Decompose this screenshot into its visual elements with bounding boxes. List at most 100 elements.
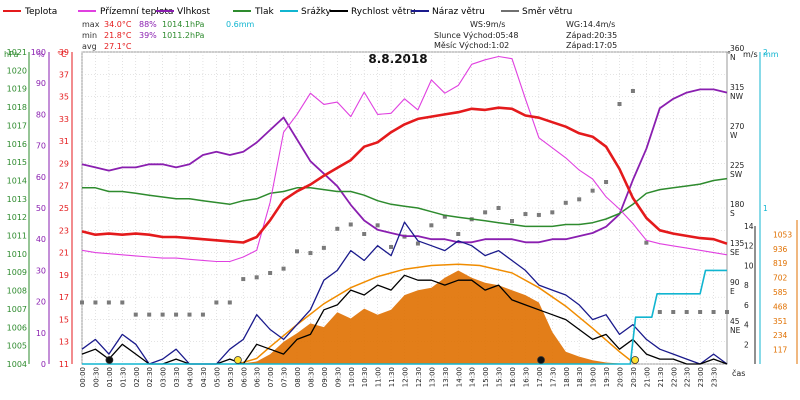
- pressure-tick-label: 1013: [7, 195, 27, 204]
- pressure-tick-label: 1005: [7, 342, 27, 351]
- series-solar-max-line: [237, 263, 636, 365]
- stats-min-temp: 21.8°C: [104, 31, 132, 40]
- stats-max-temp: 34.0°C: [104, 20, 132, 29]
- info-ws: WS:9m/s: [470, 20, 505, 29]
- solar-tick-label: 234: [773, 331, 788, 340]
- series-wind-direction-point: [241, 277, 246, 282]
- wind-speed-tick-label: 14: [744, 222, 754, 231]
- series-wind-direction-point: [375, 223, 380, 228]
- wind-speed-tick-label: 4: [744, 321, 749, 330]
- series-wind-direction-point: [630, 89, 635, 93]
- x-tick-label: 03:00: [160, 367, 168, 387]
- x-tick-label: 03:30: [173, 367, 181, 387]
- pressure-tick-label: 1004: [7, 360, 27, 369]
- series-wind-direction-point: [429, 223, 434, 228]
- legend-label-naraz-vetru: Náraz větru: [432, 7, 485, 17]
- x-tick-label: 02:30: [146, 367, 154, 387]
- pressure-tick-label: 1018: [7, 103, 27, 112]
- solar-tick-label: 585: [773, 288, 788, 297]
- x-tick-label: 22:30: [684, 367, 692, 387]
- series-wind-direction-point: [657, 310, 662, 314]
- pressure-axis-unit: hPa: [4, 50, 19, 59]
- series-wind-direction-point: [415, 241, 420, 246]
- pressure-tick-label: 1010: [7, 250, 27, 259]
- legend-label-prizemni-teplota: Přízemní teplota: [100, 7, 173, 17]
- series-wind-direction-point: [214, 300, 219, 305]
- sun-set-marker: [631, 356, 639, 364]
- temperature-tick-label: 35: [59, 93, 69, 102]
- series-ground-temperature-line: [81, 55, 728, 263]
- wind-direction-axis-unit: °: [727, 50, 731, 59]
- x-tick-label: 19:00: [590, 367, 598, 387]
- x-tick-label: 12:00: [402, 367, 410, 387]
- temperature-tick-label: 25: [59, 204, 69, 213]
- x-tick-label: 06:00: [240, 367, 248, 387]
- x-tick-label: 17:30: [549, 367, 557, 387]
- series-wind-direction-point: [604, 180, 609, 184]
- temperature-tick-label: 29: [59, 159, 69, 168]
- x-tick-label: 01:00: [106, 367, 114, 387]
- series-wind-direction-point: [523, 212, 528, 217]
- solar-tick-label: 702: [773, 274, 788, 283]
- x-tick-label: 16:00: [509, 367, 517, 387]
- rain-axis-unit: mm: [763, 50, 779, 59]
- humidity-tick-label: 100: [31, 48, 46, 57]
- temperature-tick-label: 23: [59, 226, 69, 235]
- info-moon-set: Západ:17:05: [566, 41, 617, 50]
- x-tick-label: 13:00: [428, 367, 436, 387]
- series-wind-direction-point: [684, 310, 689, 314]
- temperature-tick-label: 21: [59, 249, 69, 258]
- wind-direction-tick-label: 225: [730, 161, 745, 170]
- x-tick-label: 05:00: [213, 367, 221, 387]
- stats-max-press: 1014.1hPa: [162, 20, 205, 29]
- pressure-tick-label: 1009: [7, 268, 27, 277]
- pressure-tick-label: 1021: [7, 48, 27, 57]
- x-tick-label: 23:30: [711, 367, 719, 387]
- wind-direction-tick-label: 315: [730, 83, 745, 92]
- series-wind-direction-point: [160, 312, 165, 317]
- plot-layer: [80, 55, 729, 365]
- solar-tick-label: 117: [773, 346, 788, 355]
- x-tick-label: 15:30: [496, 367, 504, 387]
- stats-min-label: min: [82, 31, 97, 40]
- x-tick-label: 10:00: [348, 367, 356, 387]
- series-pressure-line: [82, 177, 728, 228]
- temperature-tick-label: 13: [59, 338, 69, 347]
- humidity-tick-label: 20: [36, 298, 46, 307]
- x-tick-label: 23:00: [697, 367, 705, 387]
- legend-label-srazky: Srážky: [301, 7, 332, 17]
- legend-label-tlak: Tlak: [254, 7, 275, 17]
- wind-direction-compass-label: SW: [730, 170, 743, 179]
- x-tick-label: 01:30: [119, 367, 127, 387]
- stats-avg-label: avg: [82, 42, 97, 51]
- series-wind-direction-point: [348, 222, 353, 227]
- stats-avg-temp: 27.1°C: [104, 42, 132, 51]
- series-wind-direction-point: [106, 300, 111, 305]
- temperature-tick-label: 39: [59, 48, 69, 57]
- humidity-tick-label: 90: [36, 79, 46, 88]
- wind-direction-compass-label: SE: [730, 248, 740, 257]
- series-wind-direction-point: [389, 245, 394, 249]
- pressure-tick-label: 1016: [7, 140, 27, 149]
- wind-speed-tick-label: 12: [744, 242, 754, 251]
- x-tick-label: 09:00: [321, 367, 329, 387]
- x-tick-label: 13:30: [442, 367, 450, 387]
- series-wind-direction-point: [120, 300, 125, 305]
- series-wind-direction-point: [590, 188, 595, 193]
- legend: Teplota Přízemní teplota Vlhkost Tlak Sr…: [3, 7, 572, 17]
- x-tick-label: 15:00: [482, 367, 490, 387]
- wind-direction-tick-label: 270: [730, 122, 745, 131]
- wind-speed-tick-label: 2: [744, 340, 749, 349]
- info-moon-rise: Měsíc Východ:1:02: [434, 41, 509, 50]
- solar-tick-label: 1053: [773, 230, 792, 239]
- series-wind-direction-point: [362, 232, 367, 236]
- temperature-tick-label: 19: [59, 271, 69, 280]
- x-tick-label: 18:00: [563, 367, 571, 387]
- temperature-tick-label: 37: [59, 70, 69, 79]
- x-tick-label: 07:00: [267, 367, 275, 387]
- legend-label-smer-vetru: Směr větru: [522, 7, 572, 17]
- info-wg: WG:14.4m/s: [566, 20, 615, 29]
- series-wind-direction-point: [577, 197, 582, 202]
- series-wind-direction-point: [254, 275, 259, 280]
